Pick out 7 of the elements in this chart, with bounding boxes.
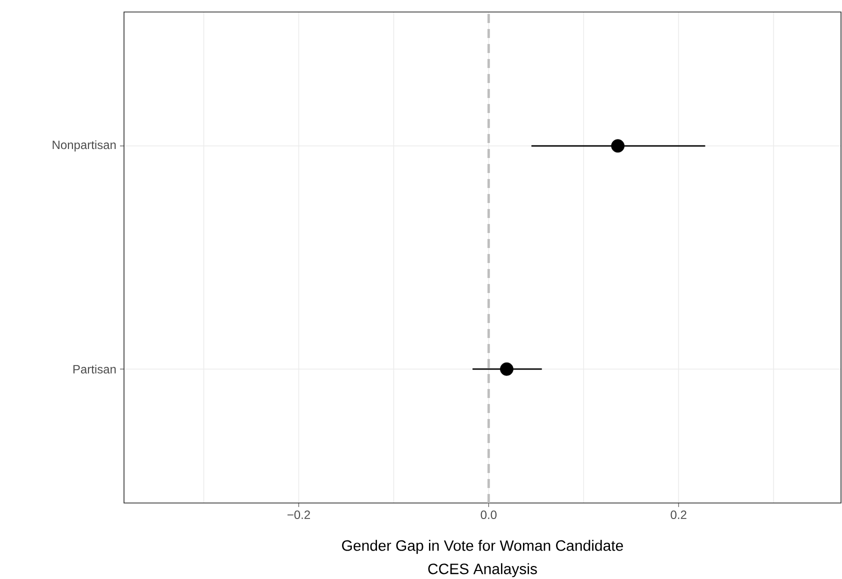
x-tick-label: 0.2 [670, 510, 686, 520]
x-tick-label: 0.0 [480, 510, 497, 520]
y-tick-label: Nonpartisan [52, 140, 116, 152]
x-tick-label: −0.2 [287, 510, 310, 520]
y-tick-label: Partisan [73, 364, 116, 374]
text: CCES Analaysis [428, 563, 537, 578]
x-axis-title: Gender Gap in Vote for Woman Candidate [342, 540, 623, 554]
